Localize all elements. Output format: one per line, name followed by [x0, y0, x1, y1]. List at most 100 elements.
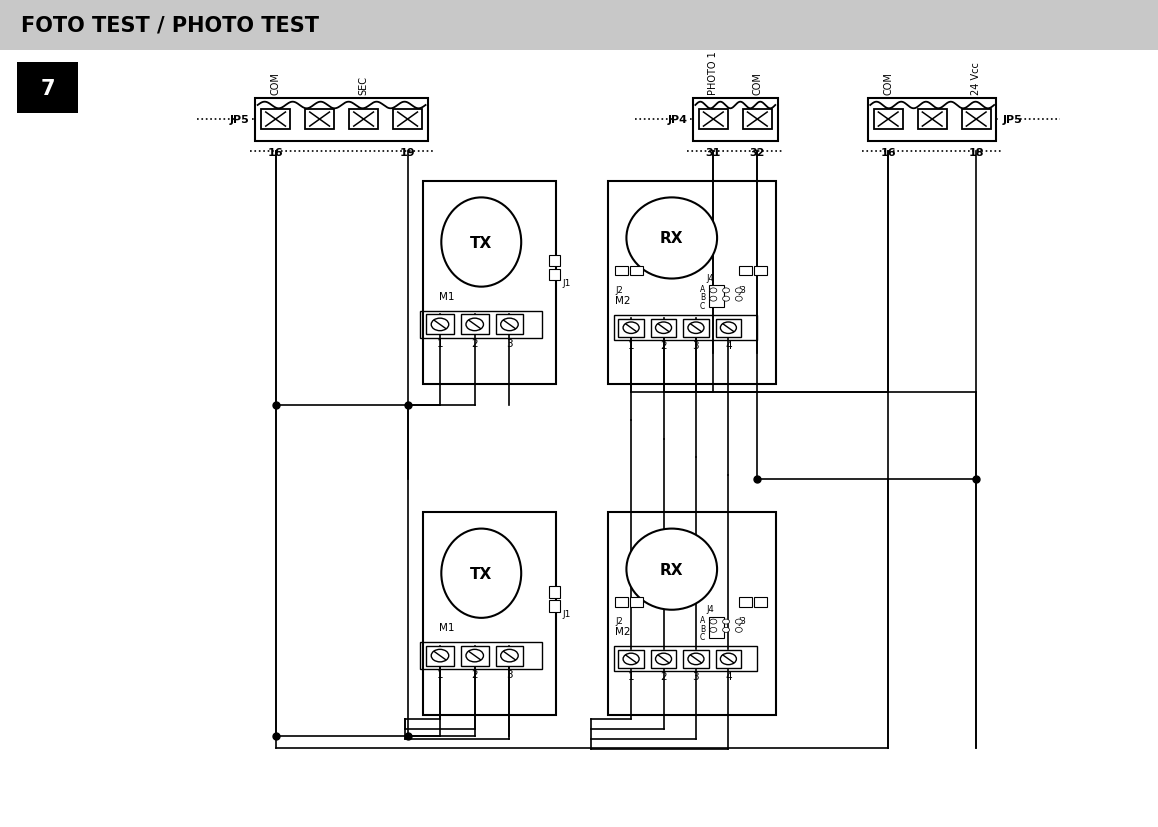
Text: 2: 2	[471, 338, 478, 348]
Text: 1: 1	[628, 672, 635, 681]
Bar	[261, 109, 290, 130]
Bar	[709, 617, 724, 638]
Text: J1: J1	[563, 609, 571, 619]
Text: 3: 3	[692, 341, 699, 351]
Bar	[420, 312, 542, 338]
Text: COM: COM	[271, 72, 280, 95]
Circle shape	[431, 318, 449, 332]
Ellipse shape	[441, 198, 521, 287]
Bar	[754, 597, 767, 607]
Bar	[615, 597, 628, 607]
Bar	[426, 646, 454, 666]
Bar	[423, 513, 556, 715]
Circle shape	[688, 323, 704, 334]
Text: J2: J2	[615, 285, 623, 294]
Text: J4: J4	[706, 605, 714, 614]
Bar	[255, 98, 427, 141]
Text: B: B	[701, 293, 705, 302]
Text: 18: 18	[968, 148, 984, 158]
Text: 3: 3	[692, 672, 699, 681]
Bar	[0, 0, 1158, 51]
Bar	[683, 650, 709, 668]
Bar	[461, 646, 489, 666]
Bar	[618, 319, 644, 337]
Bar	[630, 266, 643, 276]
Text: 7: 7	[41, 79, 54, 98]
Text: 19: 19	[400, 148, 416, 158]
Circle shape	[723, 289, 730, 294]
Bar	[549, 270, 560, 281]
Bar	[918, 109, 947, 130]
Bar	[754, 266, 767, 276]
Bar	[709, 286, 724, 308]
Text: J3: J3	[739, 285, 747, 294]
Circle shape	[735, 289, 742, 294]
Bar	[614, 647, 757, 672]
Circle shape	[720, 653, 736, 665]
Text: 2: 2	[660, 672, 667, 681]
Circle shape	[688, 653, 704, 665]
Circle shape	[720, 323, 736, 334]
Text: 3: 3	[506, 669, 513, 679]
Text: 3: 3	[506, 338, 513, 348]
Circle shape	[723, 297, 730, 302]
Text: M2: M2	[615, 295, 630, 305]
Text: B: B	[701, 624, 705, 633]
Text: 24 Vcc: 24 Vcc	[972, 62, 981, 95]
Text: A: A	[699, 615, 705, 624]
Bar	[716, 650, 741, 668]
Circle shape	[735, 297, 742, 302]
Circle shape	[735, 628, 742, 633]
Ellipse shape	[626, 198, 717, 280]
Bar	[739, 266, 752, 276]
Circle shape	[655, 323, 672, 334]
Bar	[615, 266, 628, 276]
Text: JP5: JP5	[1002, 115, 1023, 125]
Circle shape	[623, 323, 639, 334]
Bar	[651, 319, 676, 337]
Circle shape	[710, 297, 717, 302]
Bar	[873, 109, 903, 130]
Bar	[630, 597, 643, 607]
Text: COM: COM	[753, 72, 762, 95]
Ellipse shape	[441, 529, 521, 618]
Text: J3: J3	[739, 616, 747, 625]
Bar	[496, 315, 523, 335]
Text: 2: 2	[660, 341, 667, 351]
Text: 4: 4	[725, 672, 732, 681]
Bar	[496, 646, 523, 666]
Text: TX: TX	[470, 566, 492, 581]
Text: J2: J2	[615, 616, 623, 625]
Text: 2: 2	[471, 669, 478, 679]
Circle shape	[710, 619, 717, 624]
Circle shape	[466, 318, 484, 332]
Bar	[614, 316, 757, 341]
Text: FOTO TEST / PHOTO TEST: FOTO TEST / PHOTO TEST	[21, 16, 318, 36]
Bar	[868, 98, 996, 141]
Text: SEC: SEC	[359, 76, 368, 95]
Bar	[549, 256, 560, 267]
Text: 32: 32	[749, 148, 765, 158]
Text: J1: J1	[563, 279, 571, 288]
Bar	[350, 109, 378, 130]
Circle shape	[710, 289, 717, 294]
Text: RX: RX	[660, 562, 683, 577]
Bar	[743, 109, 772, 130]
Ellipse shape	[626, 529, 717, 610]
Circle shape	[723, 628, 730, 633]
Circle shape	[655, 653, 672, 665]
Bar	[461, 315, 489, 335]
Circle shape	[431, 649, 449, 662]
Circle shape	[723, 619, 730, 624]
Text: C: C	[699, 301, 705, 310]
Text: 16: 16	[880, 148, 896, 158]
Circle shape	[735, 619, 742, 624]
Circle shape	[466, 649, 484, 662]
Bar	[426, 315, 454, 335]
Text: TX: TX	[470, 235, 492, 251]
Text: COM: COM	[884, 72, 893, 95]
Text: 31: 31	[705, 148, 721, 158]
Text: 1: 1	[437, 338, 444, 348]
Text: PHOTO 1: PHOTO 1	[709, 51, 718, 95]
Circle shape	[500, 649, 519, 662]
